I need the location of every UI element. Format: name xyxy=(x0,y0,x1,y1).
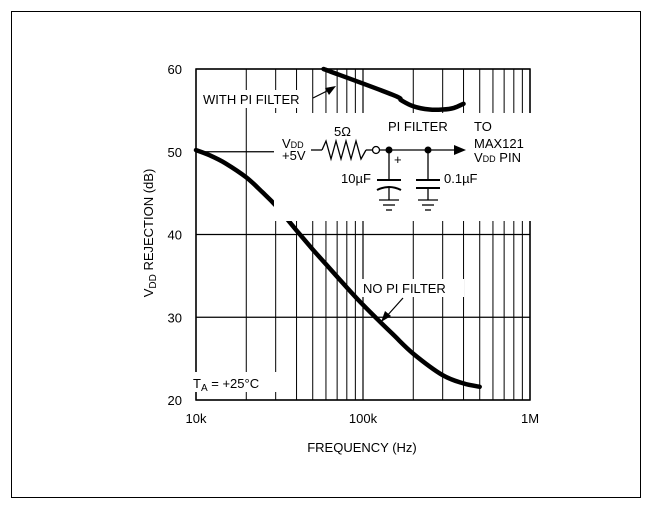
y-tick-label: 60 xyxy=(168,62,182,77)
no-pi-filter-label: NO PI FILTER xyxy=(363,281,446,296)
cap1-polarity: + xyxy=(394,152,402,167)
circuit-resistor-label: 5Ω xyxy=(334,124,351,139)
y-tick-label: 50 xyxy=(168,145,182,160)
resistor-symbol xyxy=(321,138,367,162)
circuit-supply-label: +5V xyxy=(282,148,306,163)
with-pi-filter-label-bg xyxy=(200,90,312,108)
circuit-dest-line2: MAX121 xyxy=(474,136,524,151)
circuit-dest-line1: TO xyxy=(474,119,492,134)
series-no-pi-filter-line xyxy=(193,147,482,390)
with-pi-filter-arrow xyxy=(312,86,336,99)
y-tick-label: 30 xyxy=(168,310,182,325)
circuit-bg xyxy=(274,113,536,221)
y-tick-label: 20 xyxy=(168,393,182,408)
circuit-title: PI FILTER xyxy=(388,119,448,134)
y-axis-label: VDD REJECTION (dB) xyxy=(141,169,159,298)
pi-filter-circuit: PI FILTER VDD +5V 5Ω + 10µF 0.1µF TO M xyxy=(274,113,536,221)
x-tick-label: 10k xyxy=(186,411,207,426)
circuit-arrow-icon xyxy=(454,145,466,155)
temperature-label-bg xyxy=(190,372,282,392)
cap2-label: 0.1µF xyxy=(444,171,478,186)
no-pi-filter-label-bg xyxy=(360,279,464,297)
x-axis-label: FREQUENCY (Hz) xyxy=(307,440,417,455)
no-pi-filter-arrow xyxy=(381,297,404,322)
y-tick-label: 40 xyxy=(168,228,182,243)
circuit-vdd-label: VDD xyxy=(282,136,304,151)
temperature-label: TA = +25°C xyxy=(193,376,259,394)
circuit-dest-line3: VDD PIN xyxy=(474,150,521,165)
with-pi-filter-label: WITH PI FILTER xyxy=(203,92,300,107)
plot-area-border xyxy=(195,68,531,401)
x-tick-label: 100k xyxy=(349,411,378,426)
series-with-pi-filter-line xyxy=(321,66,466,113)
x-tick-label: 1M xyxy=(521,411,539,426)
tick-labels: 10k 100k 1M 20 30 40 50 60 xyxy=(168,62,540,426)
cap1-label: 10µF xyxy=(341,171,371,186)
